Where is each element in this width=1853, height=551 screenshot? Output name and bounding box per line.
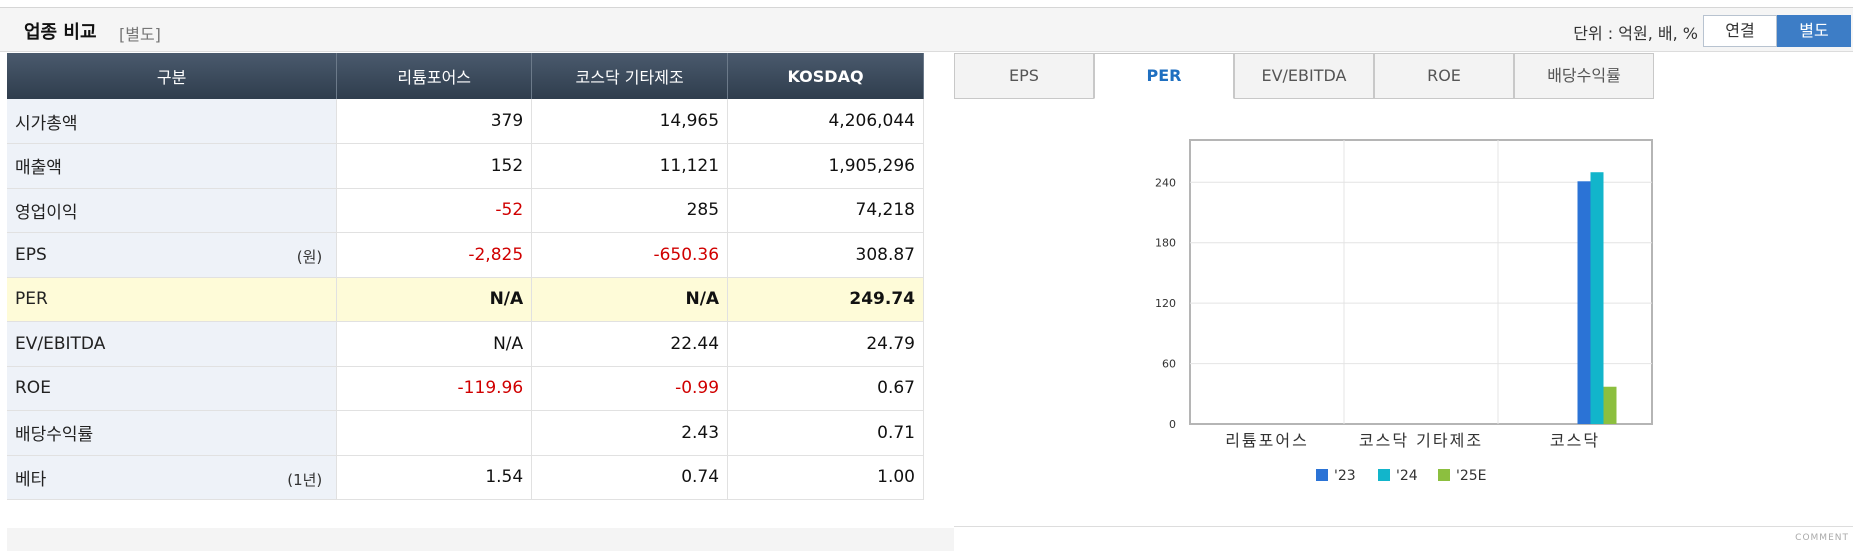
table-row-roe: ROE -119.96 -0.99 0.67 [7,366,924,411]
table-cell: 152 [336,143,533,189]
y-tick-label: 120 [1155,297,1176,310]
row-label-text: EV/EBITDA [15,333,106,354]
y-tick-label: 60 [1162,358,1176,371]
table-body: 시가총액 379 14,965 4,206,044 매출액 152 11,121 1,905,… [7,99,924,500]
tab-roe[interactable]: ROE [1374,53,1514,99]
section-header: 업종 비교 [별도] 단위 : 억원, 배, % 연결 별도 [0,8,1853,52]
row-label: 매출액 [7,143,338,189]
consolidated-toggle-button[interactable]: 연결 [1703,15,1777,47]
table-cell: 0.71 [727,410,924,456]
metric-tabs: EPS PER EV/EBITDA ROE 배당수익률 [954,53,1661,99]
table-cell: -119.96 [336,366,533,411]
row-label-text: PER [15,289,48,310]
table-cell: 11,121 [531,143,729,189]
comment-label: COMMENT [1795,533,1849,543]
table-cell: N/A [336,321,533,367]
table-cell: 22.44 [531,321,729,367]
table-cell: 1,905,296 [727,143,924,189]
row-label: 배당수익률 [7,410,338,456]
x-category-label: 코스닥 [1550,431,1600,450]
section-subtitle: [별도] [119,25,161,44]
column-header-category: 구분 [7,53,338,99]
table-header-row: 구분 리튬포어스 코스닥 기타제조 KOSDAQ [7,53,924,99]
row-label: EPS (원) [7,232,338,278]
row-label: 베타 (1년) [7,455,338,500]
table-row-eps: EPS (원) -2,825 -650.36 308.87 [7,232,924,278]
table-cell: -0.99 [531,366,729,411]
table-row-dividend-yield: 배당수익률 2.43 0.71 [7,410,924,456]
table-cell: 4,206,044 [727,99,924,144]
y-tick-label: 180 [1155,237,1176,250]
row-label-text: 배당수익률 [15,425,94,446]
separate-toggle-button[interactable]: 별도 [1777,15,1851,47]
table-cell: 308.87 [727,232,924,278]
table-row-beta: 베타 (1년) 1.54 0.74 1.00 [7,455,924,500]
table-row-revenue: 매출액 152 11,121 1,905,296 [7,143,924,189]
unit-label: 단위 : 억원, 배, % [1573,24,1698,43]
column-header-industry: 코스닥 기타제조 [531,53,729,99]
table-cell: 249.74 [727,277,924,322]
section-title: 업종 비교 [24,22,97,43]
table-cell: -650.36 [531,232,729,278]
y-tick-label: 0 [1169,418,1176,431]
tab-per[interactable]: PER [1094,53,1234,99]
table-footer-area [7,528,954,551]
row-label: 시가총액 [7,99,338,144]
row-label-text: 시가총액 [15,113,78,134]
table-cell: 1.00 [727,455,924,500]
table-cell: 379 [336,99,533,144]
x-category-label: 리튬포어스 [1225,431,1309,450]
tab-dividend-yield[interactable]: 배당수익률 [1514,53,1654,99]
legend-label: '24 [1396,468,1418,484]
tab-eps[interactable]: EPS [954,53,1094,99]
column-header-company: 리튬포어스 [336,53,533,99]
row-label-text: 베타 [15,469,47,490]
row-label: 영업이익 [7,188,338,233]
top-divider [0,7,1853,8]
table-cell [336,410,533,456]
row-label-text: EPS [15,244,47,265]
table-row-operating-income: 영업이익 -52 285 74,218 [7,188,924,233]
comparison-table: 구분 리튬포어스 코스닥 기타제조 KOSDAQ 시가총액 379 14,965 4,… [7,53,924,500]
plot-area [1189,139,1653,425]
row-unit-note: (1년) [287,470,323,489]
table-cell: 14,965 [531,99,729,144]
row-label-text: ROE [15,378,51,399]
y-tick-label: 240 [1155,176,1176,189]
row-label: ROE [7,366,338,411]
chart-bottom-divider [954,526,1853,527]
table-cell: N/A [336,277,533,322]
table-cell: -52 [336,188,533,233]
row-unit-note: (원) [296,248,323,266]
legend-label: '23 [1334,468,1356,484]
row-label: EV/EBITDA [7,321,338,367]
table-cell: 2.43 [531,410,729,456]
table-cell: -2,825 [336,232,533,278]
row-label-text: 영업이익 [15,202,78,223]
legend-swatch [1316,469,1328,481]
table-cell: 74,218 [727,188,924,233]
legend-swatch [1378,469,1390,481]
table-cell: 1.54 [336,455,533,500]
row-label: PER [7,277,338,322]
table-row-per: PER N/A N/A 249.74 [7,277,924,322]
tab-ev-ebitda[interactable]: EV/EBITDA [1234,53,1374,99]
table-cell: 0.67 [727,366,924,411]
column-header-market: KOSDAQ [727,53,924,99]
table-cell: 285 [531,188,729,233]
x-category-label: 코스닥 기타제조 [1359,431,1483,450]
table-cell: N/A [531,277,729,322]
bar-24-2 [1590,172,1604,424]
table-row-ev-ebitda: EV/EBITDA N/A 22.44 24.79 [7,321,924,367]
row-label-text: 매출액 [15,158,62,179]
legend-label: '25E [1456,468,1487,484]
table-cell: 24.79 [727,321,924,367]
legend-swatch [1438,469,1450,481]
table-row-market-cap: 시가총액 379 14,965 4,206,044 [7,99,924,144]
bar-25e-2 [1603,386,1617,424]
table-cell: 0.74 [531,455,729,500]
bar-23-2 [1577,181,1591,424]
